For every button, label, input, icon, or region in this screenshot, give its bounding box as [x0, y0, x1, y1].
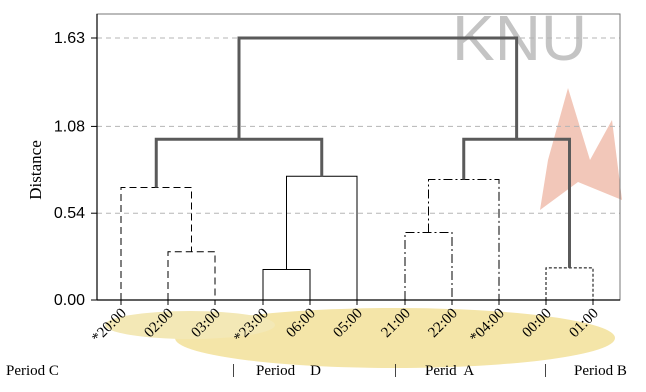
period-c-label: Period C	[6, 363, 59, 379]
dendrogram-link	[545, 267, 594, 300]
period-a-label: Perid A	[425, 363, 475, 379]
period-separator: |	[232, 362, 236, 378]
x-tick-label: 06:00	[283, 306, 318, 341]
x-tick-label: *23:00	[231, 306, 272, 347]
plot-frame	[96, 13, 621, 301]
watermark-flame-shape	[540, 88, 622, 210]
watermark-wave-shape	[175, 308, 615, 368]
dendrogram-link	[404, 231, 453, 300]
y-tick-label: 0.00	[54, 292, 85, 309]
x-tick-label: 22:00	[425, 306, 460, 341]
x-tick-label: *20:00	[89, 306, 130, 347]
dendrogram-link	[428, 178, 500, 300]
y-axis-label: Distance	[26, 140, 45, 199]
y-tick-label: 1.08	[54, 118, 85, 135]
dendrogram-link	[154, 137, 324, 188]
x-tick-label: 00:00	[519, 306, 554, 341]
dendrogram-link	[286, 175, 358, 300]
period-d-label: Period D	[256, 363, 321, 379]
period-b-label: Period B	[574, 363, 627, 379]
x-tick-labels: *20:00 02:00 03:00 *23:00 06:00 05:00 21:00 22:…	[89, 306, 602, 347]
x-tick-label: 02:00	[141, 306, 176, 341]
x-tick-label: 05:00	[330, 306, 365, 341]
y-tick-label: 1.63	[54, 30, 85, 47]
dendrogram-link	[237, 36, 519, 140]
x-tick-label: 03:00	[188, 306, 223, 341]
dendrogram-link	[120, 186, 192, 300]
x-tick-label: 21:00	[378, 306, 413, 341]
y-tick-label: 0.54	[54, 205, 85, 222]
dendrogram-link	[462, 137, 571, 268]
x-tick-label: *04:00	[467, 306, 508, 347]
axes	[91, 13, 621, 305]
x-tick-label: 01:00	[566, 306, 601, 341]
period-separator: |	[394, 362, 398, 378]
dendrogram-link	[167, 251, 216, 300]
dendrogram-links	[120, 36, 594, 300]
y-tick-labels: 0.00 0.54 1.08 1.63	[54, 30, 85, 309]
period-separator: |	[544, 362, 548, 378]
gridlines	[97, 37, 620, 214]
dendrogram-link	[262, 268, 311, 300]
watermark-wave-shape-2	[105, 311, 275, 339]
